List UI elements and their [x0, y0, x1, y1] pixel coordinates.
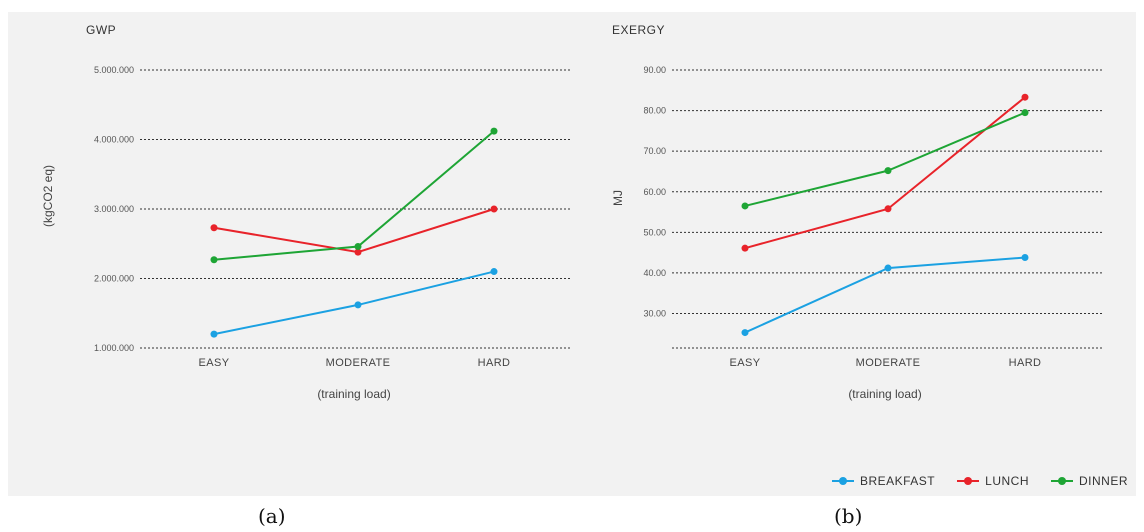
data-point-breakfast	[354, 301, 362, 309]
data-point-lunch	[490, 205, 498, 213]
x-tick-label: EASY	[199, 357, 230, 369]
data-point-breakfast	[741, 329, 749, 337]
chart-title: GWP	[86, 23, 116, 37]
data-point-dinner	[210, 256, 218, 264]
y-tick-label: 60.00	[643, 187, 666, 197]
data-point-lunch	[210, 224, 218, 232]
series-line-breakfast	[213, 270, 495, 336]
data-point-breakfast	[490, 268, 498, 276]
data-point-lunch	[741, 244, 749, 252]
legend-label-dinner: DINNER	[1078, 474, 1128, 488]
x-axis-label: (training load)	[317, 387, 390, 401]
y-tick-label: 3.000.000	[94, 204, 134, 214]
y-tick-label: 1.000.000	[94, 343, 134, 353]
y-axis-label: MJ	[611, 190, 625, 206]
y-tick-label: 40.00	[643, 268, 666, 278]
legend-item-breakfast: BREAKFAST	[831, 474, 936, 488]
x-tick-label: MODERATE	[326, 357, 391, 369]
chart-panel-background	[8, 12, 1136, 496]
data-point-dinner	[1021, 109, 1029, 117]
series-line-dinner	[213, 130, 495, 261]
y-tick-label: 5.000.000	[94, 65, 134, 75]
data-point-dinner	[884, 167, 892, 175]
y-tick-label: 2.000.000	[94, 274, 134, 284]
legend-label-breakfast: BREAKFAST	[859, 474, 936, 488]
y-tick-label: 80.00	[643, 106, 666, 116]
data-point-dinner	[741, 202, 749, 210]
x-tick-label: HARD	[478, 357, 511, 369]
data-point-lunch	[884, 205, 892, 213]
x-axis-label: (training load)	[848, 387, 921, 401]
y-axis-label: (kgCO2 eq)	[41, 165, 55, 227]
data-point-dinner	[354, 243, 362, 251]
subfigure-label-b: (b)	[834, 504, 863, 528]
x-tick-label: HARD	[1009, 357, 1042, 369]
data-point-breakfast	[210, 330, 218, 338]
y-tick-label: 4.000.000	[94, 135, 134, 145]
x-tick-label: MODERATE	[856, 357, 921, 369]
subfigure-label-a: (a)	[258, 504, 286, 528]
legend-label-lunch: LUNCH	[985, 474, 1029, 488]
legend: BREAKFAST LUNCH DINNER	[831, 474, 1128, 488]
legend-swatch-breakfast	[831, 477, 854, 485]
legend-swatch-dinner	[1050, 477, 1073, 485]
series-line-lunch	[744, 96, 1026, 250]
data-point-breakfast	[884, 264, 892, 272]
legend-swatch-lunch	[957, 477, 980, 485]
y-tick-label: 70.00	[643, 146, 666, 156]
data-point-lunch	[1021, 93, 1029, 101]
legend-item-lunch: LUNCH	[957, 474, 1029, 488]
data-point-dinner	[490, 127, 498, 135]
series-line-lunch	[213, 208, 495, 254]
y-tick-label: 30.00	[643, 309, 666, 319]
y-tick-label: 50.00	[643, 227, 666, 237]
x-tick-label: EASY	[730, 357, 761, 369]
data-point-lunch	[354, 248, 362, 256]
legend-item-dinner: DINNER	[1050, 474, 1128, 488]
data-point-breakfast	[1021, 253, 1029, 261]
y-tick-label: 90.00	[643, 65, 666, 75]
chart-title: EXERGY	[612, 23, 665, 37]
